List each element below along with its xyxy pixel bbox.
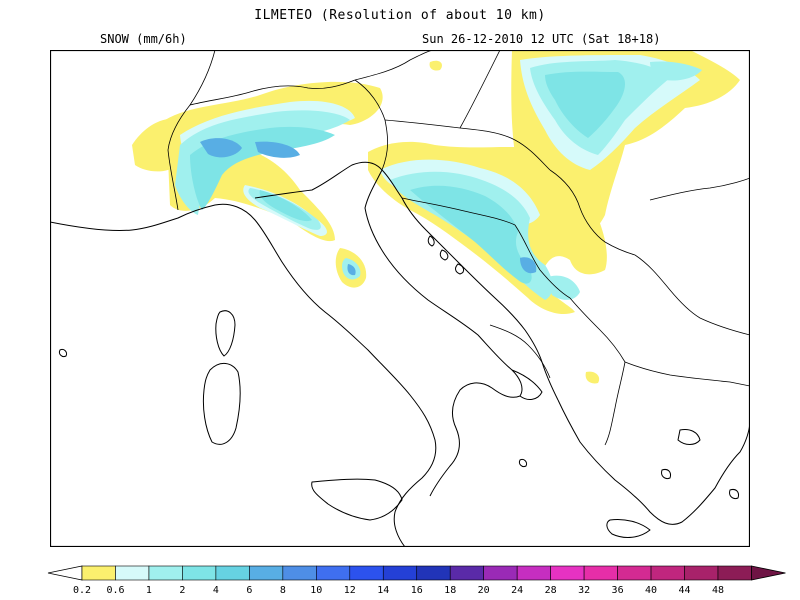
legend-color-box — [115, 565, 150, 581]
legend-color-box — [684, 565, 719, 581]
legend-threshold-label: 18 — [444, 585, 456, 596]
legend-threshold-label: 0.2 — [73, 585, 91, 596]
legend-color-box — [550, 565, 585, 581]
legend-color-box — [650, 565, 685, 581]
legend-threshold-label: 8 — [280, 585, 286, 596]
legend-color-box — [316, 565, 351, 581]
legend-threshold-label: 48 — [712, 585, 724, 596]
legend-threshold-label: 16 — [411, 585, 423, 596]
legend-color-box — [81, 565, 116, 581]
legend-threshold-label: 40 — [645, 585, 657, 596]
variable-label: SNOW (mm/6h) — [100, 32, 187, 46]
legend-threshold-label: 10 — [310, 585, 322, 596]
legend-threshold-label: 20 — [478, 585, 490, 596]
legend-threshold-label: 32 — [578, 585, 590, 596]
legend-threshold-label: 6 — [246, 585, 252, 596]
legend-threshold-label: 2 — [179, 585, 185, 596]
coastlines — [50, 161, 750, 547]
legend-color-box — [349, 565, 384, 581]
legend-color-box — [717, 565, 752, 581]
snow-fields — [132, 50, 740, 384]
legend-threshold-label: 36 — [612, 585, 624, 596]
legend-threshold-label: 44 — [679, 585, 691, 596]
legend-color-box — [215, 565, 250, 581]
legend-color-box — [148, 565, 183, 581]
legend-color-box — [483, 565, 518, 581]
legend-threshold-label: 12 — [344, 585, 356, 596]
color-legend: 0.2 0.6 1 2 4 6 8 10 12 14 16 18 20 24 28 32 36 40 44 48 — [47, 565, 786, 596]
legend-threshold-label: 28 — [545, 585, 557, 596]
legend-arrow-high — [751, 565, 786, 581]
legend-color-box — [382, 565, 418, 581]
legend-color-box — [617, 565, 652, 581]
legend-threshold-label: 0.6 — [106, 585, 124, 596]
map-title: ILMETEO (Resolution of about 10 km) — [254, 8, 546, 23]
legend-color-box — [282, 565, 317, 581]
legend-color-box — [583, 565, 618, 581]
legend-threshold-label: 14 — [377, 585, 389, 596]
country-borders — [167, 50, 750, 446]
legend-arrow-low — [47, 565, 83, 581]
valid-time-label: Sun 26-12-2010 12 UTC (Sat 18+18) — [422, 32, 661, 46]
legend-threshold-label: 4 — [213, 585, 219, 596]
legend-threshold-label: 1 — [146, 585, 152, 596]
legend-color-box — [182, 565, 217, 581]
legend-color-box — [516, 565, 551, 581]
legend-color-box — [416, 565, 451, 581]
legend-threshold-label: 24 — [511, 585, 523, 596]
snow-map — [50, 50, 750, 547]
legend-color-box — [449, 565, 484, 581]
legend-color-box — [249, 565, 284, 581]
